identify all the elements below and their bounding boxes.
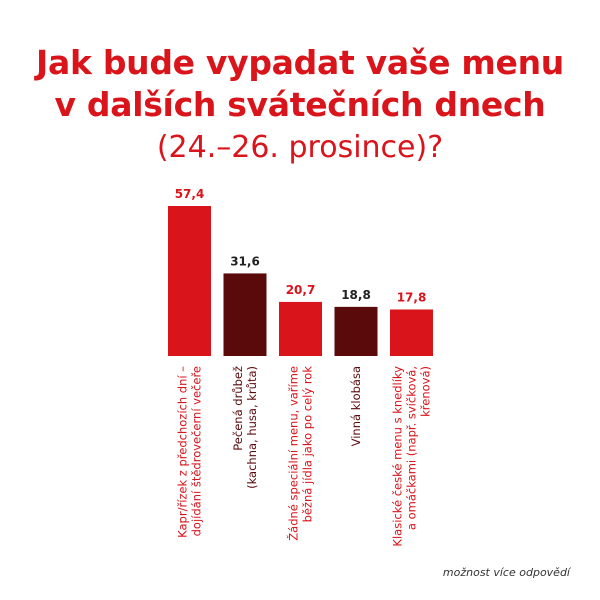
value-label-5: 17,8 — [397, 290, 427, 304]
chart-subtitle: (24.–26. prosince)? — [156, 130, 444, 165]
bar-5 — [390, 309, 433, 356]
category-label-3-line-2: běžná jídla jako po celý rok — [301, 366, 315, 523]
category-label-5-line-2: a omáčkami (např. svíčková, — [405, 366, 419, 530]
bar-1 — [168, 206, 211, 356]
category-label-2-line-1: Pečená drůbež — [231, 366, 245, 451]
category-label-2-line-2: (kachna, husa, krůta) — [245, 366, 259, 489]
category-label-1-line-1: Kapr/řízek z předchozích dní – — [176, 366, 190, 538]
category-label-5-line-1: Klasické české menu s knedlíky — [391, 366, 405, 547]
chart-title-line2: v dalších svátečních dnech — [54, 85, 546, 124]
category-label-5: Klasické české menu s knedlíky a omáčkami… — [391, 366, 433, 547]
category-label-4-line-1: Vinná klobása — [349, 366, 363, 446]
category-label-1-line-2: dojídání štědrovečerní večeře — [190, 366, 204, 536]
bar-3 — [279, 301, 322, 356]
footnote: možnost více odpovědí — [442, 566, 570, 579]
value-label-3: 20,7 — [286, 283, 316, 297]
value-label-2: 31,6 — [230, 254, 260, 268]
chart-title-line1: Jak bude vypadat vaše menu — [36, 43, 564, 82]
category-label-3-line-1: Žádné speciální menu, vaříme — [286, 366, 301, 541]
bar-2 — [223, 273, 267, 356]
chart-title: Jak bude vypadat vaše menu v dalších svá… — [0, 42, 600, 126]
category-label-4: Vinná klobása — [349, 366, 363, 446]
category-label-5-line-3: křenová) — [419, 366, 433, 417]
category-label-3: Žádné speciální menu, vaříme běžná jídla … — [286, 366, 315, 541]
bar-4 — [334, 306, 378, 356]
value-label-4: 18,8 — [341, 288, 371, 302]
category-label-1: Kapr/řízek z předchozích dní – dojídání š… — [176, 366, 204, 538]
value-label-1: 57,4 — [175, 187, 205, 201]
category-label-2: Pečená drůbež (kachna, husa, krůta) — [231, 366, 259, 489]
